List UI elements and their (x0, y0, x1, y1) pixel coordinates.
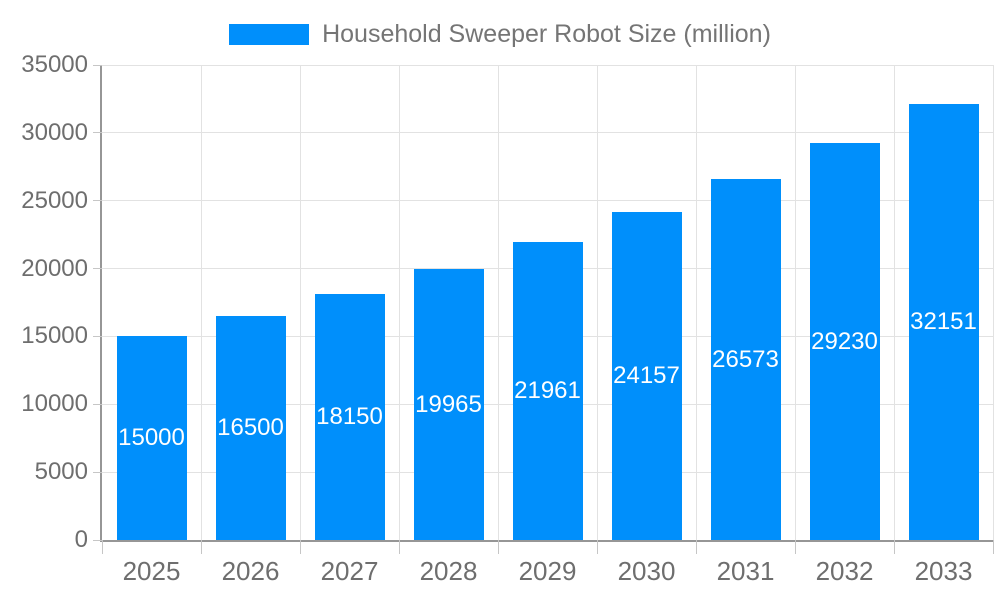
bar-value-label: 15000 (118, 424, 185, 452)
gridline-h (102, 132, 993, 134)
bar-band: 18150 (300, 65, 399, 540)
bar-band: 16500 (201, 65, 300, 540)
y-tick-mark (93, 200, 102, 202)
bar-2031[interactable]: 26573 (710, 179, 781, 540)
chart-legend: Household Sweeper Robot Size (million) (0, 20, 1000, 49)
y-tick-mark (93, 132, 102, 134)
gridline-v (299, 65, 301, 540)
x-tick-mark (200, 540, 202, 554)
gridline-h (102, 200, 993, 202)
bar-band: 26573 (696, 65, 795, 540)
bar-2030[interactable]: 24157 (611, 212, 682, 540)
x-axis-label: 2029 (518, 556, 577, 586)
y-axis-label: 20000 (21, 254, 88, 282)
gridline-v (794, 65, 796, 540)
x-tick-mark (497, 540, 499, 554)
y-axis-label: 25000 (21, 186, 88, 214)
gridline-v (200, 65, 202, 540)
x-axis-line (100, 540, 993, 542)
bar-band: 19965 (399, 65, 498, 540)
x-axis-label: 2026 (221, 556, 280, 586)
y-tick-mark (93, 335, 102, 337)
bar-value-label: 19965 (415, 390, 482, 418)
gridline-v (497, 65, 499, 540)
bar-band: 15000 (102, 65, 201, 540)
y-axis-line (100, 65, 102, 542)
x-tick-mark (695, 540, 697, 554)
y-axis-label: 5000 (34, 458, 88, 486)
x-axis-label: 2030 (617, 556, 676, 586)
x-tick-mark (101, 540, 103, 554)
gridline-v (992, 65, 994, 540)
bar-band: 24157 (597, 65, 696, 540)
legend-swatch-icon (229, 24, 310, 45)
bar-2026[interactable]: 16500 (215, 316, 286, 540)
x-tick-mark (893, 540, 895, 554)
x-axis-label: 2025 (122, 556, 181, 586)
x-tick-mark (398, 540, 400, 554)
y-axis-label: 30000 (21, 118, 88, 146)
y-tick-mark (93, 539, 102, 541)
y-tick-mark (93, 268, 102, 270)
x-tick-mark (299, 540, 301, 554)
legend-item[interactable]: Household Sweeper Robot Size (million) (229, 20, 771, 49)
legend-label: Household Sweeper Robot Size (million) (322, 20, 771, 48)
x-axis-label: 2032 (815, 556, 874, 586)
y-tick-mark (93, 64, 102, 66)
gridline-v (398, 65, 400, 540)
bar-value-label: 32151 (910, 307, 977, 335)
bar-2029[interactable]: 21961 (512, 241, 583, 540)
x-axis-label: 2027 (320, 556, 379, 586)
y-tick-mark (93, 471, 102, 473)
bar-2027[interactable]: 18150 (314, 293, 385, 540)
bar-value-label: 26573 (712, 345, 779, 373)
bar-band: 21961 (498, 65, 597, 540)
bar-value-label: 29230 (811, 327, 878, 355)
gridline-v (596, 65, 598, 540)
y-axis-label: 35000 (21, 51, 88, 78)
x-tick-mark (992, 540, 994, 554)
plot-area: 15000 16500 18150 19965 21961 24157 26573 29230… (100, 64, 994, 542)
x-axis-label: 2031 (716, 556, 775, 586)
bar-value-label: 24157 (613, 362, 680, 390)
y-axis-label: 0 (74, 526, 88, 553)
bar-2025[interactable]: 15000 (116, 336, 187, 540)
gridline-h (102, 64, 993, 66)
bar-band: 32151 (894, 65, 993, 540)
gridline-v (893, 65, 895, 540)
bar-value-label: 18150 (316, 402, 383, 430)
gridline-v (695, 65, 697, 540)
y-axis-label: 15000 (21, 322, 88, 350)
x-axis-label: 2033 (914, 556, 973, 586)
bar-band: 29230 (795, 65, 894, 540)
x-axis-label: 2028 (419, 556, 478, 586)
bar-2032[interactable]: 29230 (809, 143, 880, 540)
bar-value-label: 16500 (217, 414, 284, 442)
x-tick-mark (596, 540, 598, 554)
bar-2028[interactable]: 19965 (413, 269, 484, 540)
bar-2033[interactable]: 32151 (908, 103, 979, 540)
bars-container: 15000 16500 18150 19965 21961 24157 26573 29230… (102, 65, 993, 540)
bar-value-label: 21961 (514, 376, 581, 404)
x-tick-mark (794, 540, 796, 554)
y-tick-mark (93, 403, 102, 405)
y-axis-label: 10000 (21, 390, 88, 418)
